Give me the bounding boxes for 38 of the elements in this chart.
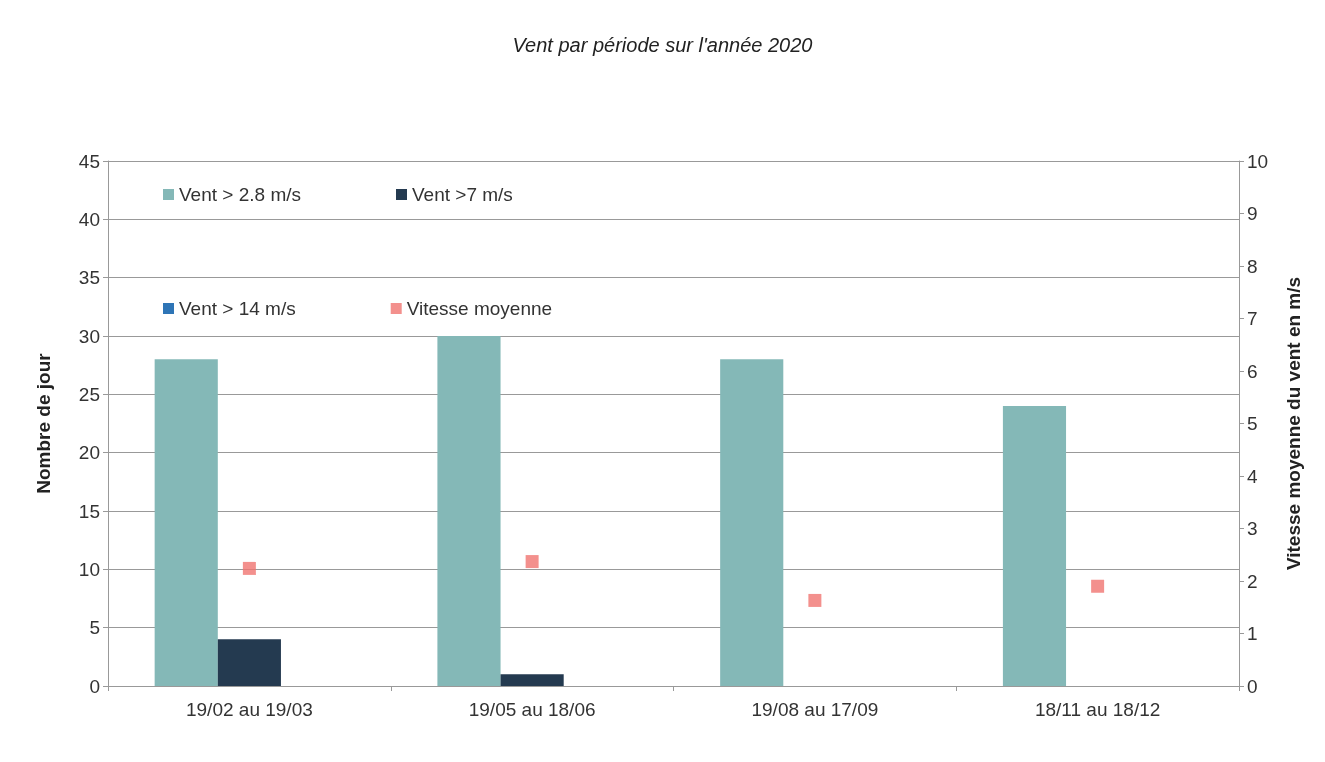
x-tick-label: 19/05 au 18/06 — [468, 699, 596, 720]
x-tick-label: 18/11 au 18/12 — [1034, 699, 1161, 720]
y2-tick-label: 4 — [1247, 465, 1258, 487]
bar — [500, 674, 564, 686]
y2-tick-label: 2 — [1247, 570, 1258, 592]
y-tick-label: 35 — [78, 267, 100, 289]
bar — [217, 639, 281, 686]
y2-axis-title: Vitesse moyenne du vent en m/s — [1283, 276, 1304, 571]
y2-tick-label: 8 — [1247, 255, 1258, 277]
y2-tick-label: 7 — [1247, 308, 1258, 329]
chart-title: Vent par période sur l'année 2020 — [512, 34, 813, 56]
y-tick-label: 45 — [78, 150, 100, 172]
y2-tick-label: 3 — [1247, 518, 1258, 539]
y-tick-label: 0 — [89, 675, 100, 697]
legend-label: Vent >7 m/s — [411, 184, 513, 205]
y2-tick-label: 5 — [1247, 413, 1258, 434]
y-tick-label: 40 — [78, 208, 100, 230]
y-tick-label: 15 — [78, 500, 100, 522]
y2-tick-label: 6 — [1247, 360, 1258, 382]
y-tick-label: 25 — [78, 383, 100, 405]
y-tick-label: 5 — [89, 617, 100, 639]
legend-label: Vent > 14 m/s — [179, 298, 296, 319]
y2-tick-label: 0 — [1247, 675, 1258, 697]
bar — [437, 336, 501, 686]
bar — [154, 359, 218, 686]
legend-label: Vent > 2.8 m/s — [179, 184, 301, 205]
y2-tick-label: 9 — [1247, 203, 1258, 224]
y-axis-title: Nombre de jour — [33, 352, 54, 494]
x-tick-label: 19/08 au 17/09 — [751, 699, 879, 720]
y2-tick-label: 1 — [1247, 623, 1258, 644]
y2-tick-label: 10 — [1247, 150, 1269, 172]
bar — [720, 359, 784, 686]
y-tick-label: 10 — [78, 558, 100, 580]
y-tick-label: 20 — [78, 442, 100, 464]
y-tick-label: 30 — [78, 325, 100, 347]
bar — [1002, 406, 1067, 686]
x-tick-label: 19/02 au 19/03 — [185, 699, 313, 720]
legend-label: Vitesse moyenne — [406, 298, 553, 319]
